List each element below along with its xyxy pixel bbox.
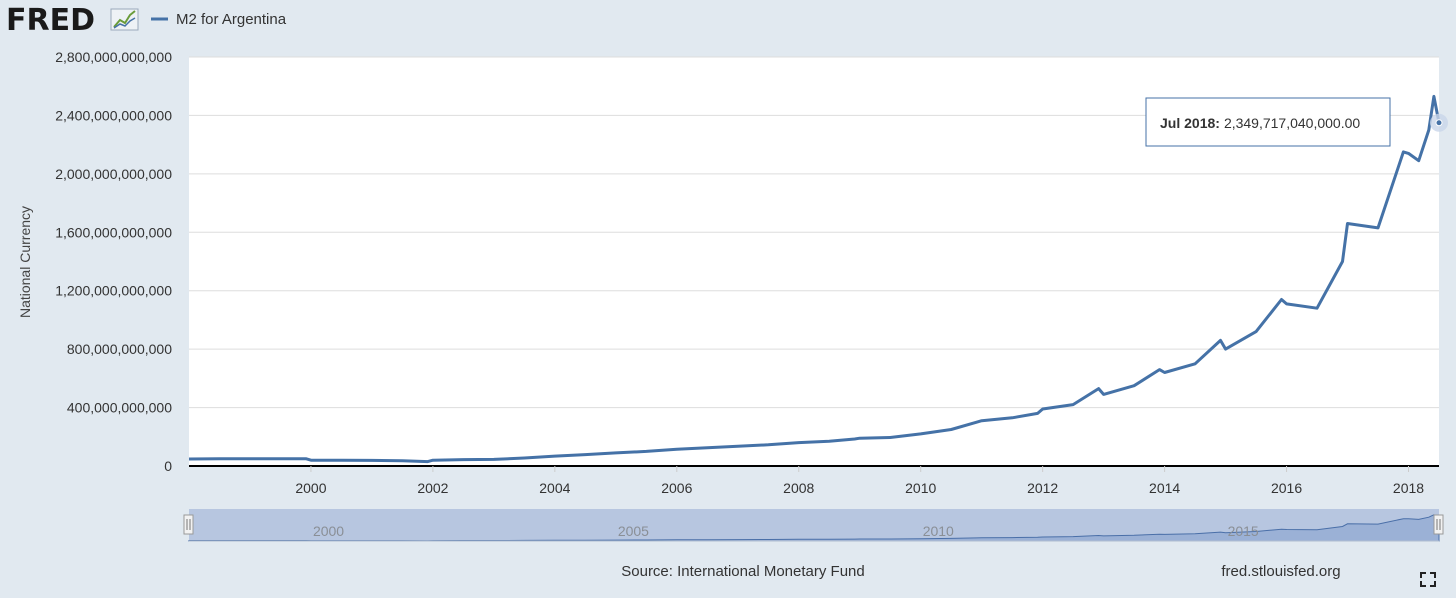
navigator-label: 2015 <box>1228 523 1259 539</box>
source-credit: Source: International Monetary Fund <box>621 563 864 580</box>
y-tick-label: 2,800,000,000,000 <box>55 49 172 65</box>
y-tick-label: 1,200,000,000,000 <box>55 283 172 299</box>
y-axis-ticks: 0 400,000,000,000 800,000,000,000 1,200,000… <box>55 49 172 474</box>
x-tick-label: 2018 <box>1393 480 1424 496</box>
fullscreen-icon[interactable] <box>1420 572 1436 587</box>
navigator[interactable]: 2000 2005 2010 2015 <box>183 509 1444 542</box>
x-tick-label: 2000 <box>295 480 326 496</box>
y-tick-label: 800,000,000,000 <box>67 341 172 357</box>
navigator-label: 2000 <box>313 523 344 539</box>
y-tick-label: 1,600,000,000,000 <box>55 224 172 240</box>
tooltip-text: Jul 2018: 2,349,717,040,000.00 <box>1160 115 1360 131</box>
x-tick-label: 2002 <box>417 480 448 496</box>
x-tick-label: 2014 <box>1149 480 1180 496</box>
x-tick-label: 2016 <box>1271 480 1302 496</box>
series-line <box>188 94 1441 464</box>
series-layer <box>188 94 1441 464</box>
tooltip-box <box>1145 97 1391 147</box>
legend-label: M2 for Argentina <box>176 11 287 28</box>
tooltip-value: 2,349,717,040,000.00 <box>1224 115 1360 131</box>
navigator-label: 2005 <box>618 523 649 539</box>
x-tick-label: 2012 <box>1027 480 1058 496</box>
site-url[interactable]: fred.stlouisfed.org <box>1221 563 1340 580</box>
y-tick-label: 2,400,000,000,000 <box>55 107 172 123</box>
tooltip: Jul 2018: 2,349,717,040,000.00 <box>1145 97 1391 147</box>
y-axis-label: National Currency <box>17 206 33 318</box>
x-axis-ticks: 2000 2002 2004 2006 2008 2010 2012 2014 2016 2018 <box>295 466 1424 496</box>
fred-graph-icon <box>110 8 139 31</box>
legend[interactable]: M2 for Argentina <box>151 11 287 28</box>
logo-text: FRED <box>6 3 95 38</box>
navigator-label: 2010 <box>923 523 954 539</box>
x-tick-label: 2010 <box>905 480 936 496</box>
x-tick-label: 2004 <box>539 480 570 496</box>
tooltip-date: Jul 2018: <box>1160 115 1220 131</box>
navigator-handle-left[interactable] <box>183 514 194 535</box>
y-tick-label: 2,000,000,000,000 <box>55 166 172 182</box>
y-tick-label: 0 <box>164 458 172 474</box>
x-tick-label: 2006 <box>661 480 692 496</box>
navigator-handle-right[interactable] <box>1433 514 1444 535</box>
hover-point <box>1435 119 1443 127</box>
hover-marker <box>1430 113 1448 132</box>
fred-logo[interactable]: FRED <box>6 3 139 38</box>
navigator-labels: 2000 2005 2010 2015 <box>313 523 1259 539</box>
x-tick-label: 2008 <box>783 480 814 496</box>
y-tick-label: 400,000,000,000 <box>67 400 172 416</box>
